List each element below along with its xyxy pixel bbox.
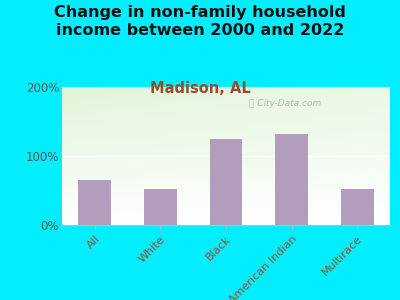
Bar — [144, 189, 177, 225]
Text: Change in non-family household
income between 2000 and 2022: Change in non-family household income be… — [54, 4, 346, 38]
Bar — [78, 180, 111, 225]
Bar — [341, 189, 374, 225]
Text: Madison, AL: Madison, AL — [150, 81, 250, 96]
Bar — [275, 134, 308, 225]
Bar — [210, 139, 242, 225]
Text: ⓘ City-Data.com: ⓘ City-Data.com — [249, 99, 321, 108]
